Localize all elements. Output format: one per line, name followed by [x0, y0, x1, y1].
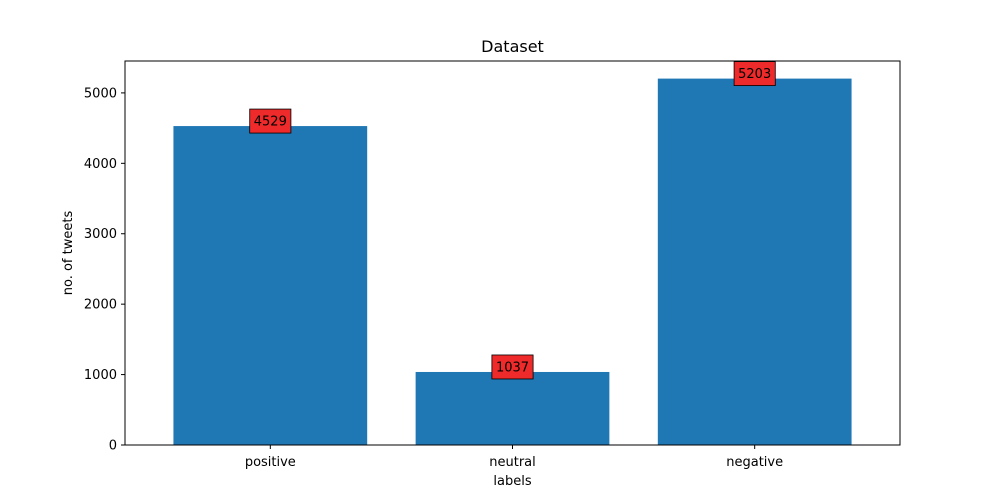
bar-neutral: [415, 371, 610, 445]
y-tick-label: 2000: [84, 298, 117, 313]
x-axis-title: labels: [493, 474, 531, 489]
x-tick-label: negative: [726, 455, 783, 470]
x-tick-label: positive: [245, 455, 296, 470]
y-tick-label: 4000: [84, 157, 117, 172]
data-labels-layer: 4529 1037 5203: [249, 61, 776, 380]
x-tick-label: neutral: [489, 455, 536, 470]
data-label-negative: 5203: [733, 61, 776, 87]
data-label-text: 4529: [254, 115, 287, 130]
data-label-text: 5203: [738, 67, 771, 82]
y-tick-label: 3000: [84, 227, 117, 242]
data-label-box: [249, 108, 292, 134]
bar-positive: [173, 126, 368, 445]
y-tick-label: 5000: [84, 86, 117, 101]
y-tick-label: 1000: [84, 368, 117, 383]
data-label-box: [491, 354, 534, 380]
data-label-text: 1037: [496, 360, 529, 375]
bar-negative: [657, 78, 852, 446]
data-label-positive: 4529: [249, 108, 292, 134]
data-label-neutral: 1037: [491, 354, 534, 380]
y-axis-title: no. of tweets: [61, 211, 76, 296]
axes-layer: 0 1000 2000 3000 4000 5000 positive neutral nega…: [84, 60, 901, 470]
data-label-box: [733, 61, 776, 87]
chart-title: Dataset: [481, 37, 544, 56]
bars-layer: [173, 78, 852, 446]
y-tick-label: 0: [109, 439, 117, 454]
